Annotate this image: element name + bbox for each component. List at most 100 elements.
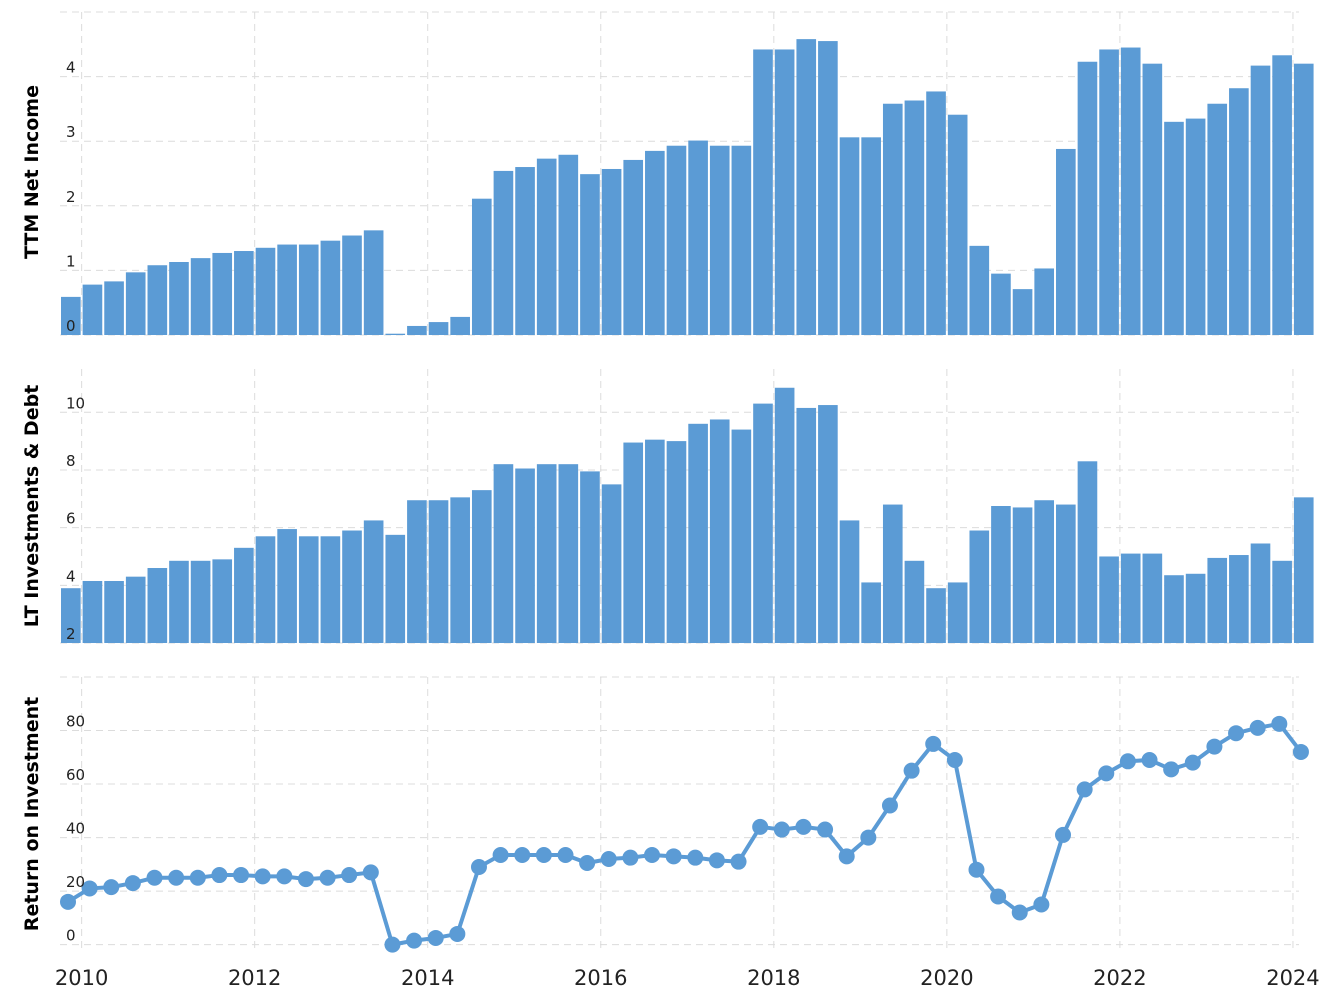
- bar: [385, 333, 406, 335]
- data-point: [276, 868, 293, 885]
- bar: [61, 588, 81, 643]
- bar: [753, 403, 773, 643]
- bar: [731, 145, 752, 335]
- bar: [1077, 61, 1098, 335]
- bar: [861, 582, 881, 643]
- bar: [991, 273, 1011, 335]
- x-tick-label: 2024: [1266, 966, 1319, 990]
- bar: [753, 49, 773, 336]
- data-point: [644, 846, 661, 863]
- bar: [234, 251, 254, 335]
- bar: [147, 568, 168, 643]
- bar: [82, 284, 103, 335]
- bar: [1056, 148, 1076, 335]
- bar: [688, 423, 708, 643]
- bar: [61, 296, 81, 335]
- bar: [1250, 65, 1271, 336]
- bar: [926, 588, 946, 643]
- data-point: [319, 869, 336, 886]
- data-point: [427, 929, 444, 946]
- bar: [796, 39, 817, 336]
- bar: [450, 316, 470, 335]
- bar: [623, 159, 644, 335]
- data-point: [189, 869, 206, 886]
- bar: [1077, 461, 1098, 643]
- data-point: [752, 818, 769, 835]
- bar: [147, 265, 168, 335]
- bar: [1272, 560, 1292, 643]
- bar: [1012, 289, 1033, 335]
- bar: [190, 560, 211, 643]
- data-point: [557, 846, 574, 863]
- bar: [882, 103, 903, 336]
- bar: [904, 560, 925, 643]
- bar: [407, 500, 427, 643]
- data-point: [1249, 719, 1266, 736]
- bar: [623, 442, 644, 643]
- bar: [558, 464, 579, 643]
- bar: [861, 137, 881, 335]
- bar: [709, 419, 730, 643]
- data-point: [600, 851, 617, 867]
- data-point: [406, 932, 423, 949]
- bar: [493, 464, 514, 643]
- bar: [796, 407, 817, 643]
- bar: [1099, 556, 1119, 643]
- data-point: [81, 880, 98, 897]
- x-tick-label: 2018: [747, 966, 800, 990]
- data-point: [1228, 725, 1245, 742]
- y-tick-label: 1: [66, 252, 76, 270]
- panel-return-on-investment: 0 20 40 60 80 Return on Investment: [21, 676, 1309, 953]
- bar: [601, 484, 622, 643]
- bar: [774, 387, 795, 643]
- data-point: [492, 846, 509, 863]
- bar: [904, 100, 925, 335]
- bar: [558, 154, 579, 335]
- bar: [428, 500, 449, 643]
- bar: [1034, 268, 1055, 335]
- data-point: [124, 875, 141, 892]
- bar: [104, 580, 124, 643]
- bar: [471, 198, 492, 335]
- y-tick-label: 60: [66, 766, 85, 784]
- x-tick-label: 2020: [920, 966, 973, 990]
- bar: [212, 559, 233, 643]
- data-point: [1098, 765, 1115, 782]
- bar: [104, 281, 124, 335]
- x-tick-label: 2010: [55, 966, 108, 990]
- bar: [969, 530, 990, 643]
- bar: [407, 325, 427, 335]
- y-tick-label: 10: [66, 394, 85, 412]
- data-point: [687, 849, 704, 866]
- data-point: [1055, 826, 1072, 843]
- bar: [601, 168, 622, 335]
- data-point: [60, 893, 76, 910]
- bar: [363, 520, 384, 643]
- panel-lt-investments-debt: 2 4 6 8 10 LT Investments & Debt: [21, 369, 1314, 644]
- data-point: [297, 871, 314, 888]
- data-point: [168, 869, 185, 886]
- bar: [125, 576, 146, 643]
- bar: [385, 534, 406, 643]
- panel-ttm-net-income: 0 1 2 3 4 TTM Net Income: [21, 11, 1314, 336]
- x-tick-labels: 2010 2012 2014 2016 2018 2020 2022 2024: [55, 966, 1320, 990]
- bar: [125, 272, 146, 335]
- bar: [1056, 504, 1076, 643]
- data-point: [233, 867, 250, 884]
- bar: [471, 490, 492, 643]
- bar: [818, 41, 838, 335]
- series-line: [66, 721, 1303, 947]
- data-point: [665, 848, 682, 865]
- data-point: [708, 852, 725, 869]
- data-point: [384, 936, 401, 953]
- y-axis-label: TTM Net Income: [21, 85, 43, 259]
- data-point: [1119, 753, 1136, 770]
- data-point: [817, 821, 834, 838]
- bar: [1229, 555, 1249, 643]
- bar: [947, 114, 968, 336]
- y-axis-label: Return on Investment: [21, 697, 43, 931]
- bar: [1012, 507, 1033, 643]
- bar: [320, 240, 341, 335]
- bar: [645, 150, 665, 335]
